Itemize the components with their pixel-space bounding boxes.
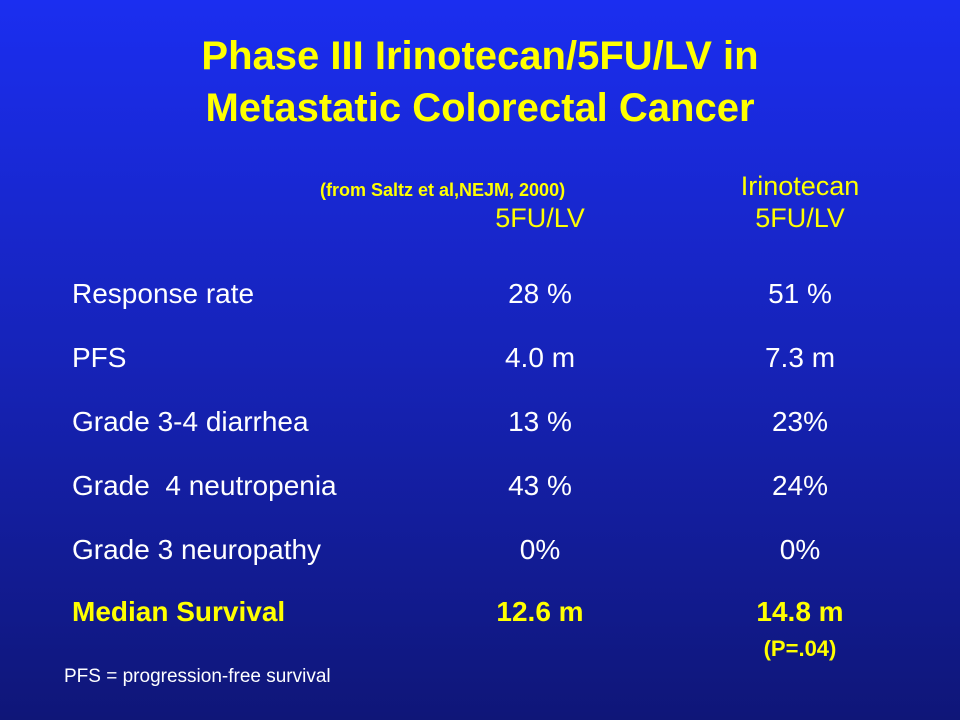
source-citation: (from Saltz et al,NEJM, 2000) — [320, 180, 566, 200]
row-label: Grade 3-4 diarrhea — [72, 406, 309, 437]
column-header-5fu-lv-line-1: 5FU/LV — [495, 203, 585, 233]
row-value-irinotecan: 7.3 m — [764, 342, 836, 373]
p-value: (P=.04) — [763, 636, 837, 661]
row-value-irinotecan: 24% — [771, 470, 829, 501]
row-value-5fu-lv: 12.6 m — [496, 596, 584, 627]
row-value-irinotecan: 23% — [771, 406, 829, 437]
column-header-irinotecan-line-1: Irinotecan — [740, 171, 860, 201]
row-value-irinotecan: 0% — [779, 534, 821, 565]
row-label: PFS — [72, 342, 127, 373]
column-header-5fu-lv: 5FU/LV — [430, 202, 650, 234]
row-label: Response rate — [72, 278, 255, 309]
row-label: Median Survival — [72, 596, 286, 627]
slide-title: Phase III Irinotecan/5FU/LV in Metastati… — [0, 30, 960, 134]
row-value-5fu-lv: 4.0 m — [504, 342, 576, 373]
footnote: PFS = progression-free survival — [64, 666, 331, 687]
row-label: Grade 4 neutropenia — [72, 470, 337, 501]
row-value-5fu-lv: 28 % — [508, 278, 572, 309]
row-value-5fu-lv: 13 % — [508, 406, 572, 437]
title-line-2: Metastatic Colorectal Cancer — [205, 86, 755, 130]
table-row-neutropenia: Grade 4 neutropenia 43 % 24% — [0, 470, 960, 510]
row-value-irinotecan: 51 % — [768, 278, 832, 309]
title-line-1: Phase III Irinotecan/5FU/LV in — [201, 34, 759, 78]
table-row-response-rate: Response rate 28 % 51 % — [0, 278, 960, 318]
row-value-irinotecan: 14.8 m — [756, 596, 844, 627]
row-value-5fu-lv: 0% — [519, 534, 561, 565]
column-header-irinotecan-line-2: 5FU/LV — [755, 203, 845, 233]
column-header-irinotecan-5fu-lv: Irinotecan 5FU/LV — [690, 170, 910, 234]
table-row-diarrhea: Grade 3-4 diarrhea 13 % 23% — [0, 406, 960, 446]
table-row-pfs: PFS 4.0 m 7.3 m — [0, 342, 960, 382]
table-row-neuropathy: Grade 3 neuropathy 0% 0% — [0, 534, 960, 574]
table-row-median-survival: Median Survival 12.6 m 14.8 m — [0, 596, 960, 636]
row-value-5fu-lv: 43 % — [508, 470, 572, 501]
row-label: Grade 3 neuropathy — [72, 534, 322, 565]
